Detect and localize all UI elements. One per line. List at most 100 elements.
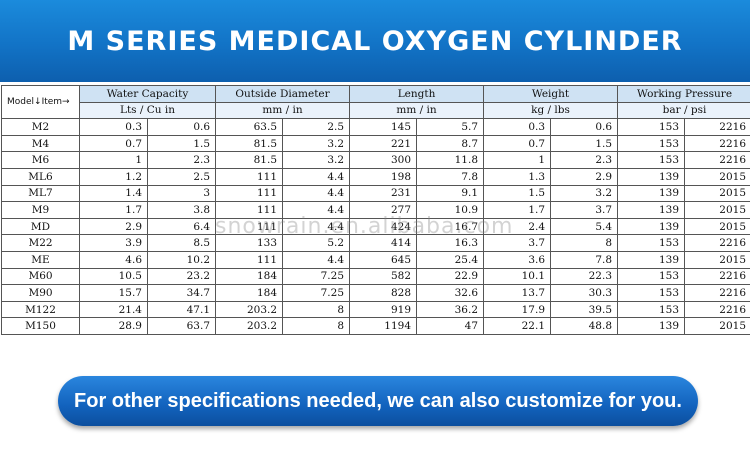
- value-cell: 23.2: [146, 267, 217, 286]
- value-cell: 1.7: [483, 201, 552, 219]
- model-cell: M9: [1, 201, 80, 219]
- value-cell: 30.3: [550, 284, 619, 302]
- model-cell: ME: [1, 250, 80, 269]
- value-cell: 1: [483, 151, 552, 169]
- value-cell: 16.3: [416, 234, 485, 252]
- model-cell: ML7: [1, 184, 80, 203]
- value-cell: 111: [215, 217, 284, 236]
- value-cell: 47.1: [146, 300, 217, 319]
- value-cell: 0.6: [550, 118, 619, 136]
- value-cell: 3.2: [282, 134, 351, 153]
- value-cell: 4.6: [79, 250, 148, 269]
- value-cell: 63.5: [215, 118, 284, 136]
- value-cell: 1.4: [79, 184, 148, 203]
- table-row: ML6 1.2 2.5 111 4.4 198 7.8 1.3 2.9 139 2015: [1, 167, 750, 186]
- value-cell: 2216: [684, 284, 750, 302]
- value-cell: 5.4: [550, 217, 619, 236]
- value-cell: 3.7: [483, 234, 552, 252]
- value-cell: 36.2: [416, 300, 485, 319]
- group-header: Outside Diameter: [215, 85, 351, 103]
- value-cell: 47: [416, 317, 485, 335]
- value-cell: 10.2: [146, 250, 217, 269]
- value-cell: 139: [617, 317, 686, 335]
- value-cell: 4.4: [282, 184, 351, 203]
- value-cell: 8: [282, 317, 351, 335]
- value-cell: 111: [215, 167, 284, 186]
- value-cell: 1.3: [483, 167, 552, 186]
- value-cell: 2216: [684, 300, 750, 319]
- table-row: MD 2.9 6.4 111 4.4 424 16.7 2.4 5.4 139 2015: [1, 217, 750, 236]
- value-cell: 645: [349, 250, 418, 269]
- value-cell: 111: [215, 184, 284, 203]
- value-cell: 153: [617, 300, 686, 319]
- value-cell: 582: [349, 267, 418, 286]
- value-cell: 8: [282, 300, 351, 319]
- value-cell: 133: [215, 234, 284, 252]
- value-cell: 10.1: [483, 267, 552, 286]
- value-cell: 111: [215, 201, 284, 219]
- model-cell: M60: [1, 267, 80, 286]
- value-cell: 2015: [684, 184, 750, 203]
- model-cell: M122: [1, 300, 80, 319]
- table-row: M9 1.7 3.8 111 4.4 277 10.9 1.7 3.7 139 2015: [1, 201, 750, 219]
- value-cell: 3.7: [550, 201, 619, 219]
- table-row: M22 3.9 8.5 133 5.2 414 16.3 3.7 8 153 2216: [1, 234, 750, 252]
- corner-label: Model↓Item→: [1, 84, 80, 120]
- value-cell: 15.7: [79, 284, 148, 302]
- value-cell: 139: [617, 167, 686, 186]
- value-cell: 10.5: [79, 267, 148, 286]
- value-cell: 2015: [684, 167, 750, 186]
- spec-table: Model↓Item→ Water Capacity Outside Diame…: [1, 84, 750, 335]
- value-cell: 145: [349, 118, 418, 136]
- value-cell: 6.4: [146, 217, 217, 236]
- unit-header-row: Lts / Cu in mm / in mm / in kg / lbs bar…: [2, 101, 750, 120]
- unit-header: kg / lbs: [483, 101, 619, 120]
- value-cell: 22.3: [550, 267, 619, 286]
- value-cell: 2.4: [483, 217, 552, 236]
- value-cell: 3.2: [550, 184, 619, 203]
- value-cell: 0.7: [79, 134, 148, 153]
- table-row: M90 15.7 34.7 184 7.25 828 32.6 13.7 30.3 153 2216: [1, 284, 750, 302]
- value-cell: 16.7: [416, 217, 485, 236]
- value-cell: 21.4: [79, 300, 148, 319]
- value-cell: 1.5: [550, 134, 619, 153]
- table-row: ML7 1.4 3 111 4.4 231 9.1 1.5 3.2 139 2015: [1, 184, 750, 203]
- title-banner: M SERIES MEDICAL OXYGEN CYLINDER: [0, 0, 750, 82]
- value-cell: 10.9: [416, 201, 485, 219]
- group-header: Working Pressure: [617, 85, 750, 103]
- value-cell: 153: [617, 234, 686, 252]
- value-cell: 25.4: [416, 250, 485, 269]
- group-header-row: Model↓Item→ Water Capacity Outside Diame…: [1, 84, 750, 120]
- value-cell: 1: [79, 151, 148, 169]
- value-cell: 7.8: [550, 250, 619, 269]
- value-cell: 22.9: [416, 267, 485, 286]
- value-cell: 919: [349, 300, 418, 319]
- model-cell: M2: [1, 118, 80, 136]
- value-cell: 3: [146, 184, 217, 203]
- spec-table-body: M2 0.3 0.6 63.5 2.5 145 5.7 0.3 0.6 153 2216 M4 0.7 1…: [1, 118, 750, 335]
- value-cell: 4.4: [282, 167, 351, 186]
- table-row: M122 21.4 47.1 203.2 8 919 36.2 17.9 39.5 153 2216: [1, 300, 750, 319]
- customize-banner-button[interactable]: For other specifications needed, we can …: [58, 376, 698, 426]
- value-cell: 1.2: [79, 167, 148, 186]
- table-row: M60 10.5 23.2 184 7.25 582 22.9 10.1 22.3 153 2216: [1, 267, 750, 286]
- model-cell: ML6: [1, 167, 80, 186]
- value-cell: 0.7: [483, 134, 552, 153]
- value-cell: 32.6: [416, 284, 485, 302]
- model-cell: M4: [1, 134, 80, 153]
- value-cell: 1.7: [79, 201, 148, 219]
- value-cell: 2.3: [550, 151, 619, 169]
- value-cell: 39.5: [550, 300, 619, 319]
- value-cell: 1.5: [146, 134, 217, 153]
- value-cell: 2216: [684, 267, 750, 286]
- page-title: M SERIES MEDICAL OXYGEN CYLINDER: [67, 25, 683, 57]
- value-cell: 2.3: [146, 151, 217, 169]
- value-cell: 2.5: [146, 167, 217, 186]
- value-cell: 2216: [684, 151, 750, 169]
- model-cell: M6: [1, 151, 80, 169]
- value-cell: 2216: [684, 134, 750, 153]
- value-cell: 153: [617, 151, 686, 169]
- value-cell: 2015: [684, 217, 750, 236]
- value-cell: 424: [349, 217, 418, 236]
- model-cell: M22: [1, 234, 80, 252]
